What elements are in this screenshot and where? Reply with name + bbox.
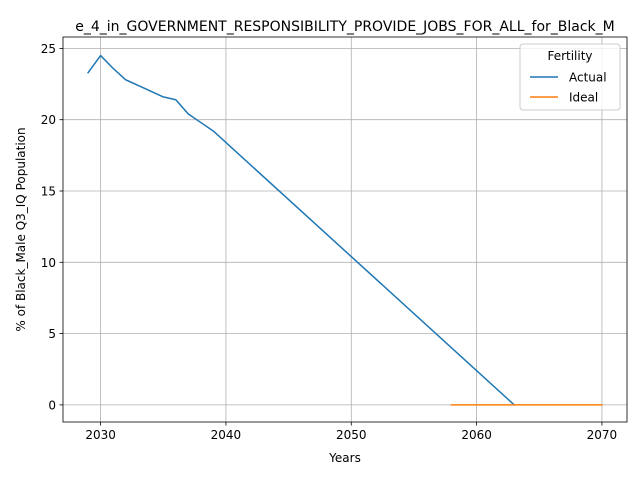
y-tick-label: 20 [41, 113, 56, 127]
x-tick-label: 2070 [587, 428, 618, 442]
legend-label-actual: Actual [569, 71, 607, 85]
x-tick-label: 2030 [85, 428, 116, 442]
y-tick-label: 25 [41, 42, 56, 56]
legend-title: Fertility [547, 49, 592, 63]
y-tick-label: 5 [48, 327, 56, 341]
series-lines [87, 54, 603, 406]
axis-ticks: 2030 2040 2050 2060 2070 0 5 10 15 20 25 [41, 42, 617, 442]
y-tick-label: 15 [41, 185, 56, 199]
x-tick-label: 2040 [211, 428, 242, 442]
y-tick-label: 0 [48, 398, 56, 412]
legend-label-ideal: Ideal [569, 91, 598, 105]
series-line-actual [87, 54, 516, 406]
chart-title: e_4_in_GOVERNMENT_RESPONSIBILITY_PROVIDE… [75, 19, 615, 35]
y-axis-label: % of Black_Male Q3_IQ Population [14, 127, 28, 331]
legend-items: Actual Ideal [530, 71, 607, 105]
legend: Fertility Actual Ideal [519, 43, 621, 111]
x-tick-label: 2060 [461, 428, 492, 442]
legend-box [519, 43, 621, 111]
y-tick-label: 10 [41, 256, 56, 270]
x-tick-label: 2050 [336, 428, 367, 442]
x-axis-label: Years [328, 451, 361, 465]
plot-area-frame [62, 36, 628, 423]
